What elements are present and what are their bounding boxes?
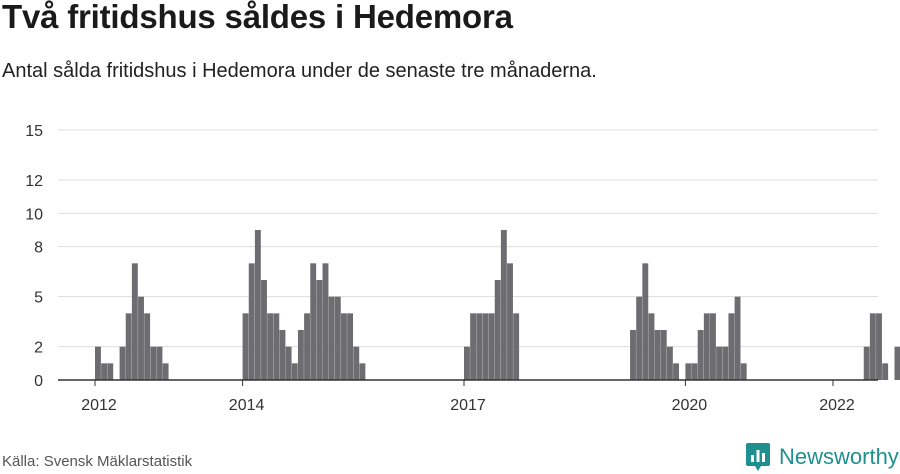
bar — [703, 313, 710, 380]
bar — [673, 363, 679, 380]
bar — [666, 346, 673, 380]
y-tick-label: 8 — [34, 240, 43, 257]
bar — [353, 346, 360, 380]
bar — [494, 280, 501, 380]
bar — [697, 330, 704, 380]
x-tick-label: 2014 — [229, 397, 265, 414]
brand-name: Newsworthy — [779, 444, 899, 469]
x-tick-label: 2022 — [819, 397, 855, 414]
y-axis-tick-labels: 0 2 5 8 10 12 15 — [25, 123, 43, 390]
bar — [310, 263, 317, 380]
bar — [507, 263, 513, 380]
bar — [304, 313, 310, 380]
bar — [334, 296, 341, 380]
bar — [162, 363, 169, 380]
bar — [648, 313, 655, 380]
chart-title: Två fritidshus såldes i Hedemora — [2, 0, 513, 35]
bar — [261, 280, 267, 380]
y-tick-label: 0 — [34, 373, 43, 390]
bar — [119, 346, 126, 380]
x-tick-label: 2012 — [81, 397, 117, 414]
source-note: Källa: Svensk Mäklarstatistik — [2, 453, 193, 470]
bar — [285, 346, 292, 380]
bar — [144, 313, 151, 380]
bar — [476, 313, 483, 380]
bar — [710, 313, 716, 380]
y-tick-label: 2 — [34, 340, 43, 357]
bar — [150, 346, 157, 380]
newsworthy-chart-logo-icon — [746, 443, 770, 471]
bar — [156, 346, 163, 380]
bar — [722, 346, 729, 380]
bar — [359, 363, 366, 380]
bar — [138, 296, 144, 380]
y-tick-label: 10 — [25, 206, 43, 223]
bar — [660, 330, 667, 380]
bar — [636, 296, 643, 380]
bar — [876, 313, 882, 380]
bar — [291, 363, 298, 380]
bar — [740, 363, 747, 380]
bar — [728, 313, 735, 380]
bar — [95, 346, 101, 380]
bar — [248, 263, 255, 380]
bar — [470, 313, 477, 380]
y-tick-label: 12 — [25, 173, 43, 190]
bar — [297, 330, 304, 380]
bar — [716, 346, 723, 380]
bar — [107, 363, 114, 380]
bar — [328, 296, 335, 380]
bar — [464, 346, 470, 380]
bar — [101, 363, 108, 380]
bar — [322, 263, 329, 380]
bar — [242, 313, 249, 380]
bar — [863, 346, 870, 380]
bar — [500, 230, 507, 380]
bars — [95, 230, 900, 380]
bar — [654, 330, 661, 380]
x-tick-label: 2017 — [450, 397, 486, 414]
bar — [273, 313, 280, 380]
bar — [316, 280, 323, 380]
bar — [254, 230, 261, 380]
bar — [482, 313, 489, 380]
y-tick-label: 5 — [34, 290, 43, 307]
x-tick-label: 2020 — [672, 397, 708, 414]
bar — [279, 330, 286, 380]
gridlines — [58, 129, 878, 348]
bar — [869, 313, 876, 380]
bar — [685, 363, 692, 380]
bar — [642, 263, 649, 380]
bar — [513, 313, 520, 380]
bar — [630, 330, 636, 380]
bar — [347, 313, 354, 380]
bar — [734, 296, 741, 380]
bar — [267, 313, 274, 380]
bar — [894, 346, 900, 380]
chart-subtitle: Antal sålda fritidshus i Hedemora under … — [2, 60, 597, 82]
bar — [691, 363, 698, 380]
bar — [488, 313, 495, 380]
x-axis: 2012 2014 2017 2020 2022 — [58, 379, 878, 414]
y-tick-label: 15 — [25, 123, 43, 140]
bar — [882, 363, 889, 380]
newsworthy-logo: Newsworthy — [745, 442, 899, 472]
bar — [341, 313, 347, 380]
bar — [125, 313, 132, 380]
bar — [131, 263, 138, 380]
